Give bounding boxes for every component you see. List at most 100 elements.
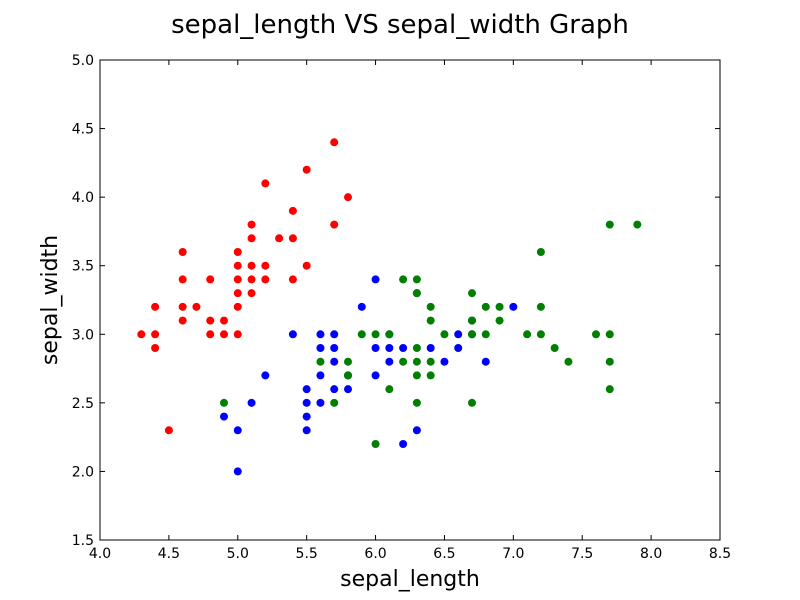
data-point [440, 357, 449, 366]
data-point [481, 357, 490, 366]
data-point [247, 261, 256, 270]
data-point [592, 330, 600, 339]
data-point [344, 371, 352, 380]
data-point [371, 440, 380, 448]
data-point [151, 330, 160, 339]
y-tick-label: 5.0 [72, 53, 94, 69]
data-point [564, 357, 573, 366]
data-point [137, 330, 146, 339]
data-point [495, 302, 504, 311]
data-point [233, 248, 242, 256]
x-tick-label: 8.5 [709, 546, 731, 562]
data-point [385, 357, 394, 366]
data-point [151, 302, 160, 311]
data-point [206, 275, 215, 284]
data-point [330, 344, 339, 352]
data-point [178, 302, 187, 311]
data-point [426, 371, 435, 380]
data-point [344, 193, 352, 202]
data-point [523, 330, 532, 339]
data-point [288, 206, 297, 215]
data-point [412, 398, 421, 407]
data-point [233, 467, 242, 476]
data-point [426, 316, 435, 325]
data-point [275, 234, 284, 243]
data-point [247, 220, 256, 229]
x-tick-label: 7.0 [502, 546, 524, 562]
x-tick-label: 4.5 [158, 546, 180, 562]
data-point [220, 412, 228, 421]
data-point [151, 344, 160, 352]
data-point [220, 398, 228, 407]
data-point [192, 302, 201, 311]
data-point [302, 426, 311, 435]
data-point [330, 398, 339, 407]
data-point [399, 440, 408, 448]
data-point [605, 357, 614, 366]
data-point [302, 385, 311, 394]
y-tick-label: 4.0 [72, 190, 94, 206]
data-point [233, 426, 242, 435]
data-point [509, 302, 518, 311]
data-point [426, 344, 435, 352]
data-point [261, 275, 270, 284]
data-point [357, 330, 366, 339]
data-point [468, 398, 476, 407]
data-point [178, 316, 187, 325]
data-point [412, 344, 421, 352]
x-tick-label: 5.5 [296, 546, 318, 562]
data-point [247, 289, 256, 298]
data-point [330, 220, 339, 229]
data-point [481, 302, 490, 311]
axis-ticks: 4.0 4.5 5.0 5.5 6.0 6.5 7.0 7.5 8.0 8.5 1.5 2.0 2.5 3… [72, 53, 731, 562]
plot-area [99, 59, 721, 541]
data-point [330, 330, 339, 339]
data-point [178, 248, 187, 256]
data-point [633, 220, 642, 229]
x-tick-label: 8.0 [640, 546, 662, 562]
data-point [440, 330, 449, 339]
data-point [233, 289, 242, 298]
data-point [468, 289, 476, 298]
data-point [412, 426, 421, 435]
y-tick-label: 3.0 [72, 327, 94, 343]
data-point [178, 275, 187, 284]
data-point [495, 316, 504, 325]
data-point [330, 357, 339, 366]
data-point [330, 138, 339, 147]
data-point [371, 344, 380, 352]
data-point [247, 275, 256, 284]
data-point [426, 302, 435, 311]
data-point [344, 385, 352, 394]
data-point [220, 330, 228, 339]
data-point [261, 261, 270, 270]
data-point [288, 330, 297, 339]
data-point [164, 426, 173, 435]
data-point [550, 344, 559, 352]
data-point [412, 275, 421, 284]
data-point [233, 261, 242, 270]
data-point [426, 357, 435, 366]
data-point [288, 275, 297, 284]
data-point [261, 371, 270, 380]
data-point [261, 179, 270, 188]
data-point [316, 330, 325, 339]
data-point [357, 302, 366, 311]
data-point [302, 412, 311, 421]
data-point [412, 357, 421, 366]
y-tick-label: 3.5 [72, 259, 94, 275]
data-point [288, 234, 297, 243]
data-point [233, 330, 242, 339]
data-point [206, 330, 215, 339]
data-point [247, 234, 256, 243]
data-point [371, 275, 380, 284]
y-tick-label: 2.0 [72, 464, 94, 480]
data-point [371, 330, 380, 339]
data-point [316, 344, 325, 352]
data-point [481, 330, 490, 339]
data-point [605, 330, 614, 339]
data-point [399, 344, 408, 352]
data-point [206, 316, 215, 325]
chart-title: sepal_length VS sepal_width Graph [171, 10, 629, 40]
y-tick-label: 1.5 [72, 533, 94, 549]
